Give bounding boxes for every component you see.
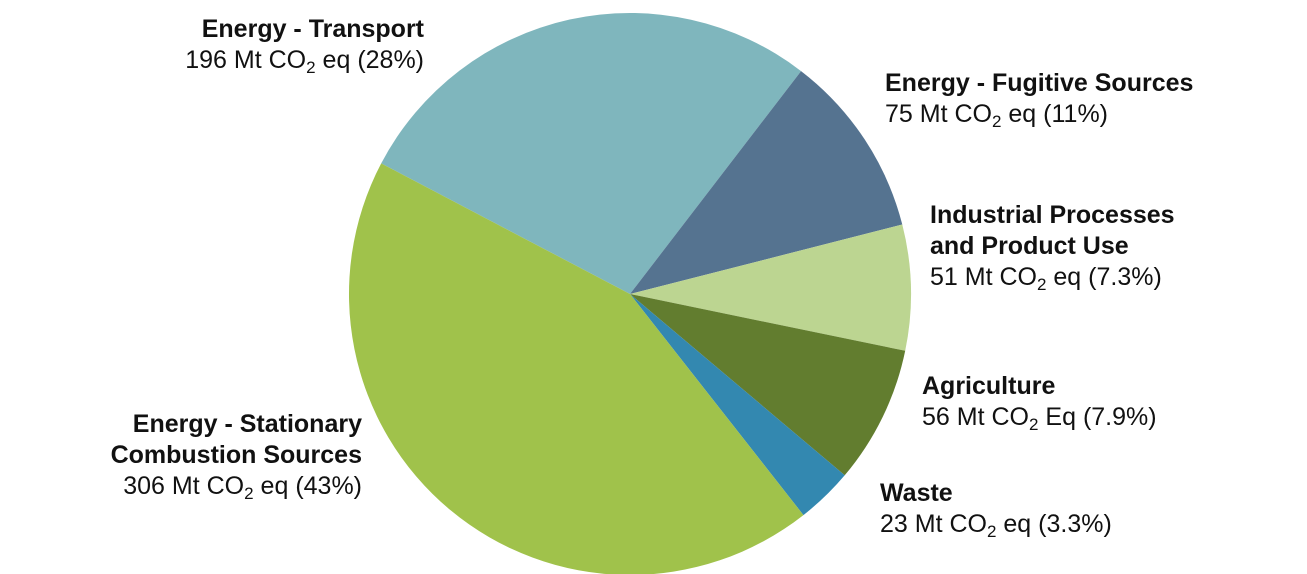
pie-slice-industrial — [630, 224, 911, 351]
pie-slice-waste — [630, 294, 845, 516]
slice-value-industrial: 51 Mt CO2 eq (7.3%) — [930, 263, 1162, 294]
slice-name-transport: Energy - Transport — [201, 15, 424, 43]
pie-slice-transport — [381, 12, 802, 295]
slice-value-waste: 23 Mt CO2 eq (3.3%) — [880, 510, 1112, 541]
slice-name-waste: Waste — [880, 479, 953, 507]
slice-name-stationary-line2: Combustion Sources — [110, 441, 362, 469]
label-industrial: Industrial Processes and Product Use 51 … — [930, 200, 1175, 293]
label-transport: Energy - Transport 196 Mt CO2 eq (28%) — [185, 14, 424, 76]
slice-name-stationary-line1: Energy - Stationary — [132, 410, 362, 438]
label-agriculture: Agriculture 56 Mt CO2 Eq (7.9%) — [922, 371, 1157, 433]
slice-value-fugitive: 75 Mt CO2 eq (11%) — [885, 100, 1109, 131]
pie-slice-fugitive — [630, 71, 903, 294]
pie-slice-stationary — [349, 163, 804, 574]
label-fugitive: Energy - Fugitive Sources 75 Mt CO2 eq (… — [885, 68, 1193, 130]
slice-name-fugitive: Energy - Fugitive Sources — [885, 69, 1194, 97]
slice-value-transport: 196 Mt CO2 eq (28%) — [185, 46, 424, 77]
slice-name-agriculture: Agriculture — [922, 372, 1056, 400]
slice-name-industrial-line2: and Product Use — [930, 232, 1129, 260]
label-waste: Waste 23 Mt CO2 eq (3.3%) — [880, 478, 1112, 540]
pie-slice-agriculture — [630, 294, 906, 476]
slice-value-agriculture: 56 Mt CO2 Eq (7.9%) — [922, 403, 1157, 434]
slice-name-industrial-line1: Industrial Processes — [930, 201, 1175, 229]
label-stationary: Energy - Stationary Combustion Sources 3… — [111, 409, 362, 502]
slice-value-stationary: 306 Mt CO2 eq (43%) — [123, 472, 362, 503]
